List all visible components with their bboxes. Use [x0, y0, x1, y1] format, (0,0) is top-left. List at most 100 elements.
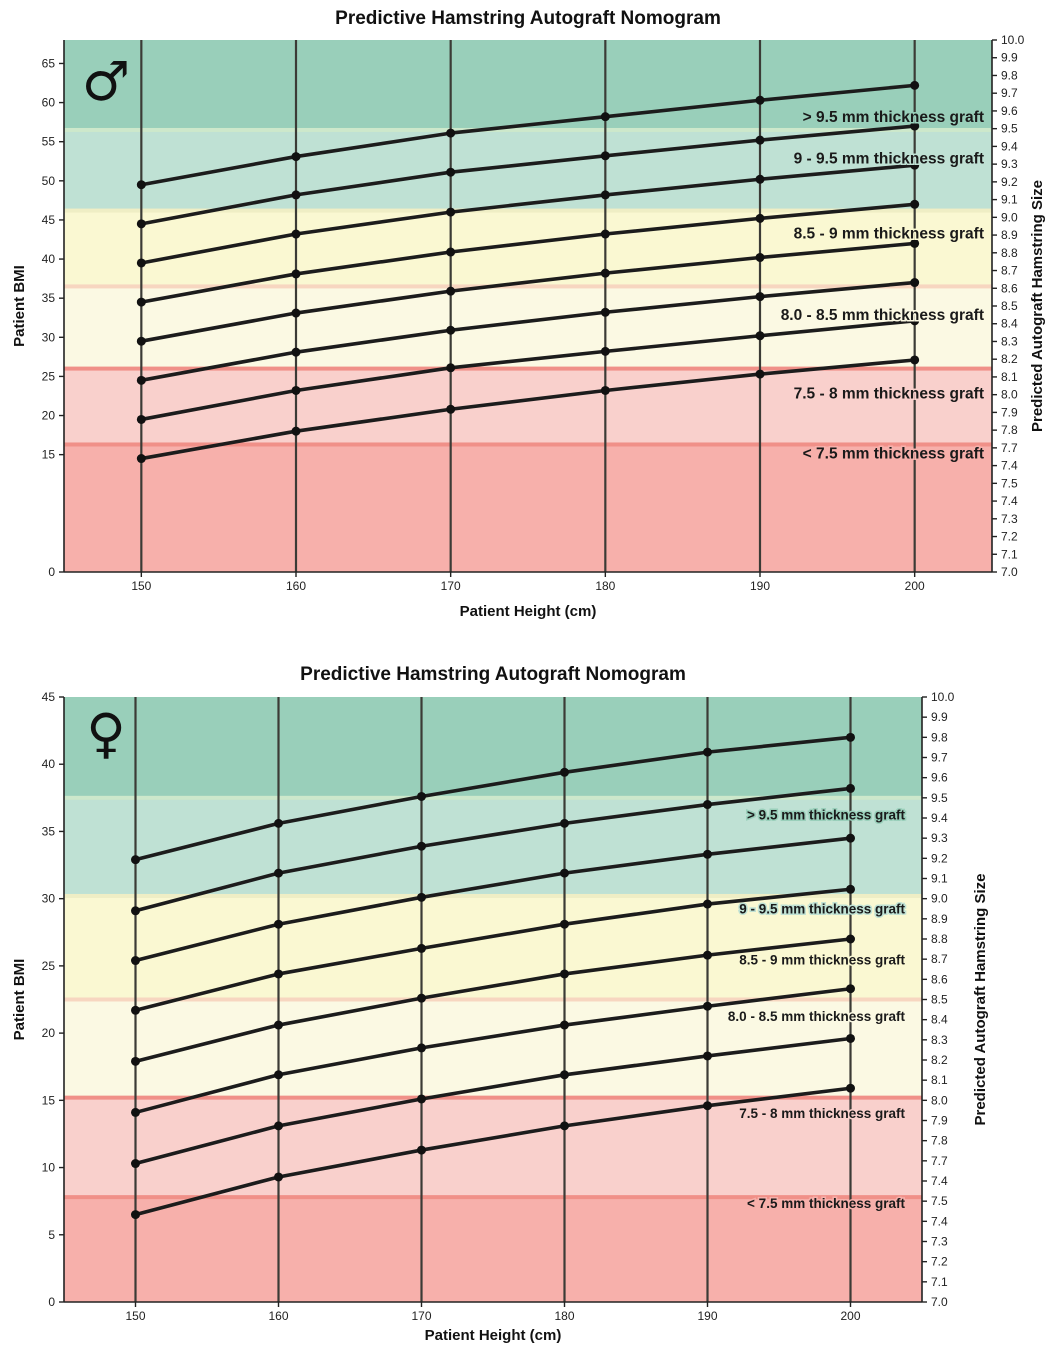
- data-point: [910, 80, 920, 90]
- y2-tick-label: 7.4: [1001, 494, 1018, 508]
- y2-tick-label: 7.0: [1001, 565, 1018, 579]
- y2-tick-label: 9.4: [931, 811, 948, 825]
- y-tick-label: 0: [48, 565, 55, 579]
- data-point: [703, 899, 712, 909]
- data-point: [600, 307, 610, 317]
- data-point: [446, 167, 456, 177]
- y2-tick-label: 7.8: [931, 1134, 948, 1148]
- data-point: [131, 1005, 140, 1015]
- data-point: [291, 190, 301, 200]
- data-point: [846, 884, 855, 894]
- female-symbol-icon: ♀: [86, 702, 126, 765]
- x-tick-label: 150: [125, 1309, 145, 1323]
- data-point: [274, 1070, 283, 1080]
- x-tick-label: 180: [595, 579, 615, 593]
- y2-tick-label: 7.2: [931, 1255, 948, 1269]
- data-point: [560, 969, 569, 979]
- zone-label: 8.0 - 8.5 mm thickness graft: [728, 1009, 906, 1024]
- x-tick-label: 190: [697, 1309, 717, 1323]
- y2-tick-label: 8.0: [1001, 388, 1018, 402]
- data-point: [560, 1070, 569, 1080]
- y2-tick-label: 9.4: [1001, 139, 1018, 153]
- zone-label: 7.5 - 8 mm thickness graft: [739, 1106, 905, 1121]
- data-point: [846, 984, 855, 994]
- data-point: [560, 767, 569, 777]
- series-line: [135, 937, 851, 1064]
- y2-tick-label: 10.0: [1001, 33, 1025, 47]
- y2-tick-label: 9.0: [931, 892, 948, 906]
- data-point: [846, 1033, 855, 1043]
- chart-2: Predictive Hamstring Autograft Nomogram ♀…: [11, 664, 989, 1344]
- data-point: [846, 1083, 855, 1093]
- y2-tick-label: 7.4: [931, 1214, 948, 1228]
- zone-label: 8.5 - 9 mm thickness graft: [794, 226, 984, 243]
- y-tick-label: 0: [48, 1295, 55, 1309]
- data-point: [560, 1121, 569, 1131]
- y2-tick-label: 8.4: [931, 1013, 948, 1027]
- data-point: [136, 414, 146, 424]
- zone-boundary: [64, 442, 992, 447]
- y-axis-label: Patient BMI: [11, 265, 28, 347]
- data-point: [755, 331, 765, 341]
- series-line: [135, 735, 851, 862]
- data-point: [846, 833, 855, 843]
- data-point: [446, 363, 456, 373]
- data-point: [560, 818, 569, 828]
- zone-boundary: [64, 284, 992, 289]
- x-tick-label: 170: [411, 1309, 431, 1323]
- data-point: [417, 841, 426, 851]
- y2-tick-label: 9.9: [1001, 51, 1018, 65]
- data-point: [131, 1210, 140, 1220]
- zone-label: 9 - 9.5 mm thickness graft: [794, 151, 984, 168]
- data-point: [600, 385, 610, 395]
- series-line: [135, 887, 851, 1013]
- zone-label: 8.0 - 8.5 mm thickness graft: [781, 307, 984, 324]
- y-tick-label: 30: [42, 330, 56, 344]
- y-tick-label: 40: [42, 252, 56, 266]
- zone-boundary: [64, 893, 922, 898]
- y2-tick-label: 8.1: [931, 1073, 948, 1087]
- data-point: [417, 791, 426, 801]
- data-point: [703, 747, 712, 757]
- y2-tick-label: 9.1: [931, 872, 948, 886]
- data-point: [910, 316, 920, 326]
- series-line: [135, 786, 851, 913]
- data-point: [846, 732, 855, 742]
- y-tick-label: 15: [42, 1093, 56, 1107]
- y2-tick-label: 9.9: [931, 710, 948, 724]
- y-tick-label: 65: [42, 56, 56, 70]
- data-point: [417, 1145, 426, 1155]
- data-point: [131, 855, 140, 865]
- male-symbol-icon: ♂: [82, 50, 130, 113]
- data-point: [274, 818, 283, 828]
- y-tick-label: 30: [42, 892, 56, 906]
- data-point: [417, 993, 426, 1003]
- data-point: [291, 269, 301, 279]
- data-point: [600, 268, 610, 278]
- y2-tick-label: 9.8: [931, 730, 948, 744]
- y2-tick-label: 8.8: [1001, 246, 1018, 260]
- x-tick-label: 160: [268, 1309, 288, 1323]
- data-point: [910, 121, 920, 131]
- x-axis-label: Patient Height (cm): [425, 1327, 562, 1344]
- data-point: [274, 919, 283, 929]
- y2-tick-label: 7.9: [1001, 405, 1018, 419]
- zone-boundary: [64, 1095, 922, 1100]
- zone-label: 7.5 - 8 mm thickness graft: [794, 385, 984, 402]
- data-point: [755, 95, 765, 105]
- y2-tick-label: 9.7: [931, 751, 948, 765]
- zone-label: > 9.5 mm thickness graft: [747, 807, 905, 822]
- data-point: [131, 1107, 140, 1117]
- y2-tick-label: 10.0: [931, 690, 955, 704]
- data-point: [910, 160, 920, 170]
- y2-tick-label: 9.3: [1001, 157, 1018, 171]
- data-point: [446, 128, 456, 138]
- zone-band: [64, 1197, 922, 1302]
- series-line: [135, 1086, 851, 1217]
- y-tick-label: 10: [42, 1161, 56, 1175]
- y2-tick-label: 9.6: [1001, 104, 1018, 118]
- y2-tick-label: 9.2: [1001, 175, 1018, 189]
- x-tick-label: 180: [554, 1309, 574, 1323]
- data-point: [560, 1020, 569, 1030]
- data-point: [910, 199, 920, 209]
